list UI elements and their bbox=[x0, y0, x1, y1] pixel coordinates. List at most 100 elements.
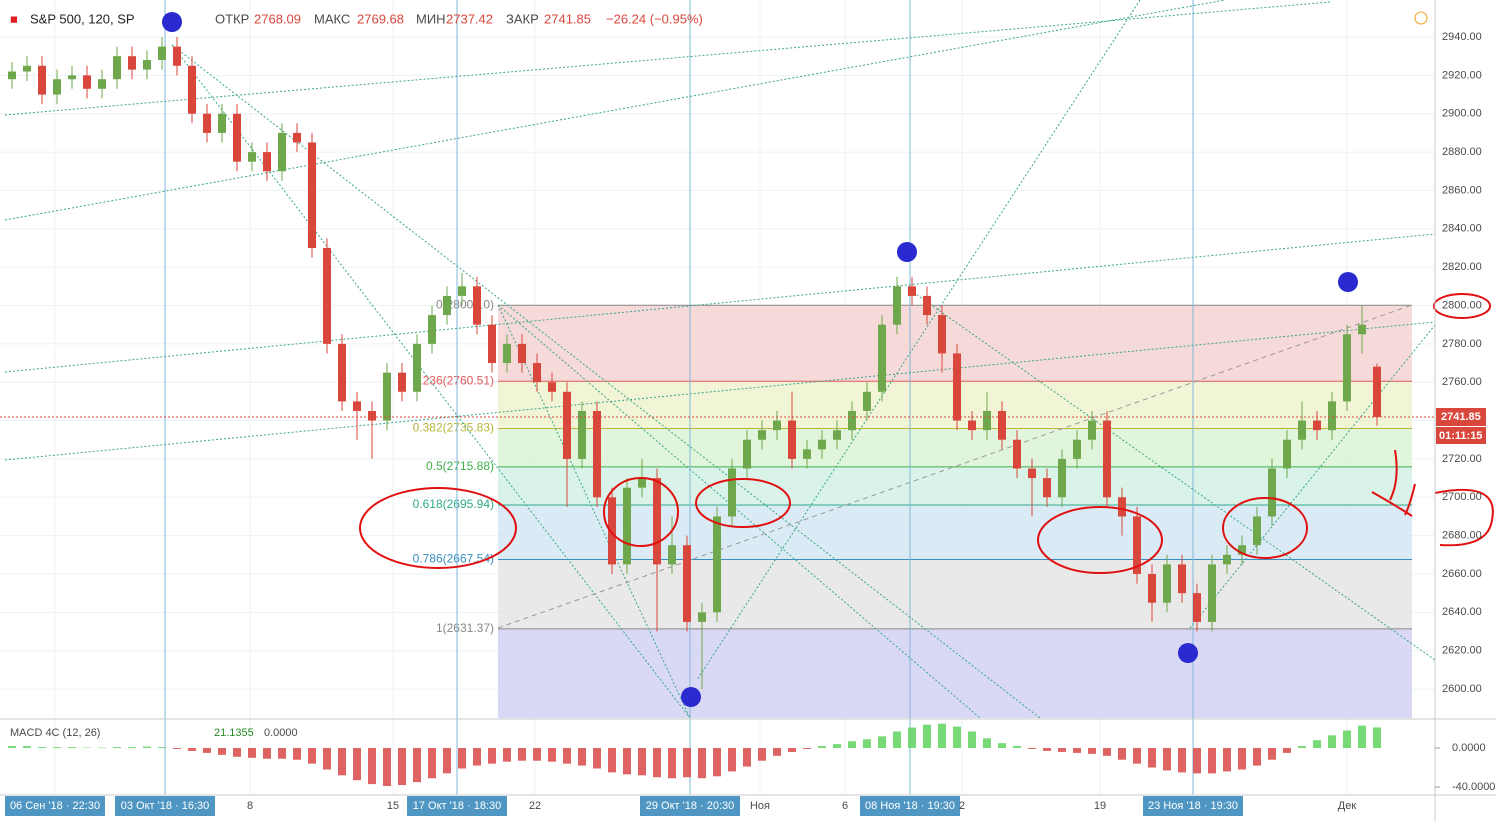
macd-bar bbox=[653, 748, 661, 777]
macd-bar bbox=[1223, 748, 1231, 771]
candle-body bbox=[1163, 564, 1171, 602]
macd-bar bbox=[248, 748, 256, 758]
candle-body bbox=[563, 392, 571, 459]
macd-bar bbox=[878, 736, 886, 748]
macd-bar bbox=[1133, 748, 1141, 764]
macd-bar bbox=[1283, 748, 1291, 753]
macd-bar bbox=[983, 738, 991, 748]
x-tick-label: 29 Окт '18 · 20:30 bbox=[646, 800, 735, 812]
y-tick-label: 2760.00 bbox=[1442, 376, 1482, 388]
y-tick-label: 2940.00 bbox=[1442, 31, 1482, 43]
fib-label: 0.786(2667.54) bbox=[413, 552, 494, 566]
macd-bar bbox=[968, 731, 976, 748]
candle-body bbox=[533, 363, 541, 382]
macd-bar bbox=[908, 728, 916, 748]
candle-body bbox=[803, 449, 811, 459]
x-tick-label: 2 bbox=[959, 800, 965, 812]
candle-body bbox=[1298, 421, 1306, 440]
macd-bar bbox=[818, 746, 826, 748]
y-tick-label: 2880.00 bbox=[1442, 146, 1482, 158]
candle-body bbox=[728, 469, 736, 517]
candle-body bbox=[1118, 497, 1126, 516]
candle-body bbox=[383, 373, 391, 421]
macd-bar bbox=[713, 748, 721, 776]
candle-body bbox=[308, 142, 316, 247]
candle-body bbox=[338, 344, 346, 402]
macd-bar bbox=[128, 747, 136, 748]
macd-bar bbox=[323, 748, 331, 769]
candle-body bbox=[428, 315, 436, 344]
macd-tick-label: -40.0000 bbox=[1452, 781, 1495, 793]
pivot-dot bbox=[1178, 643, 1198, 663]
macd-bar bbox=[458, 748, 466, 768]
macd-bar bbox=[803, 748, 811, 749]
y-tick-label: 2800.00 bbox=[1442, 299, 1482, 311]
macd-bar bbox=[1298, 746, 1306, 748]
macd-bar bbox=[758, 748, 766, 761]
macd-bar bbox=[833, 744, 841, 748]
candle-body bbox=[1193, 593, 1201, 622]
candle-body bbox=[1043, 478, 1051, 497]
macd-bar bbox=[728, 748, 736, 771]
macd-bar bbox=[68, 747, 76, 748]
macd-bar bbox=[173, 748, 181, 749]
y-tick-label: 2680.00 bbox=[1442, 530, 1482, 542]
candle-body bbox=[1088, 421, 1096, 440]
candle-body bbox=[818, 440, 826, 450]
candle-body bbox=[953, 353, 961, 420]
candle-body bbox=[488, 325, 496, 363]
fib-label: 0.618(2695.94) bbox=[413, 497, 494, 511]
candle-body bbox=[278, 133, 286, 171]
pivot-dot bbox=[681, 687, 701, 707]
candle-body bbox=[1373, 367, 1381, 417]
candle-body bbox=[983, 411, 991, 430]
fib-zone bbox=[498, 629, 1412, 718]
macd-bar bbox=[1043, 748, 1051, 751]
y-tick-label: 2840.00 bbox=[1442, 223, 1482, 235]
macd-bar bbox=[1328, 735, 1336, 748]
macd-bar bbox=[383, 748, 391, 786]
macd-bar bbox=[218, 748, 226, 755]
candle-body bbox=[908, 286, 916, 296]
y-tick-label: 2600.00 bbox=[1442, 683, 1482, 695]
macd-bar bbox=[563, 748, 571, 764]
macd-bar bbox=[998, 743, 1006, 748]
macd-tick-label: 0.0000 bbox=[1452, 742, 1486, 754]
y-tick-label: 2660.00 bbox=[1442, 568, 1482, 580]
close-value: 2741.85 bbox=[544, 11, 591, 26]
candle-body bbox=[128, 56, 136, 69]
candle-body bbox=[518, 344, 526, 363]
candle-body bbox=[1013, 440, 1021, 469]
candle-body bbox=[1283, 440, 1291, 469]
macd-bar bbox=[953, 727, 961, 748]
macd-bar bbox=[1013, 746, 1021, 748]
y-tick-label: 2620.00 bbox=[1442, 645, 1482, 657]
candle-body bbox=[1343, 334, 1351, 401]
macd-bar bbox=[1313, 740, 1321, 748]
macd-bar bbox=[938, 724, 946, 748]
macd-bar bbox=[1193, 748, 1201, 773]
low-label: МИН bbox=[416, 11, 446, 26]
macd-bar bbox=[1343, 730, 1351, 748]
x-tick-label: 23 Ноя '18 · 19:30 bbox=[1148, 800, 1238, 812]
macd-bar bbox=[338, 748, 346, 775]
candle-body bbox=[653, 478, 661, 564]
open-value: 2768.09 bbox=[254, 11, 301, 26]
macd-bar bbox=[188, 748, 196, 751]
macd-bar bbox=[1238, 748, 1246, 769]
candle-body bbox=[83, 75, 91, 88]
candle-body bbox=[158, 47, 166, 60]
macd-bar bbox=[308, 748, 316, 764]
close-label: ЗАКР bbox=[506, 11, 539, 26]
candle-body bbox=[638, 478, 646, 488]
x-tick-label: Ноя bbox=[750, 800, 770, 812]
candle-body bbox=[1208, 564, 1216, 622]
fib-label: 0.236(2760.51) bbox=[413, 373, 494, 387]
candle-body bbox=[503, 344, 511, 363]
macd-bar bbox=[1028, 748, 1036, 749]
macd-bar bbox=[1088, 748, 1096, 754]
candle-body bbox=[848, 411, 856, 430]
y-tick-label: 2920.00 bbox=[1442, 69, 1482, 81]
candle-body bbox=[398, 373, 406, 392]
title: S&P 500, 120, SP bbox=[30, 11, 135, 26]
